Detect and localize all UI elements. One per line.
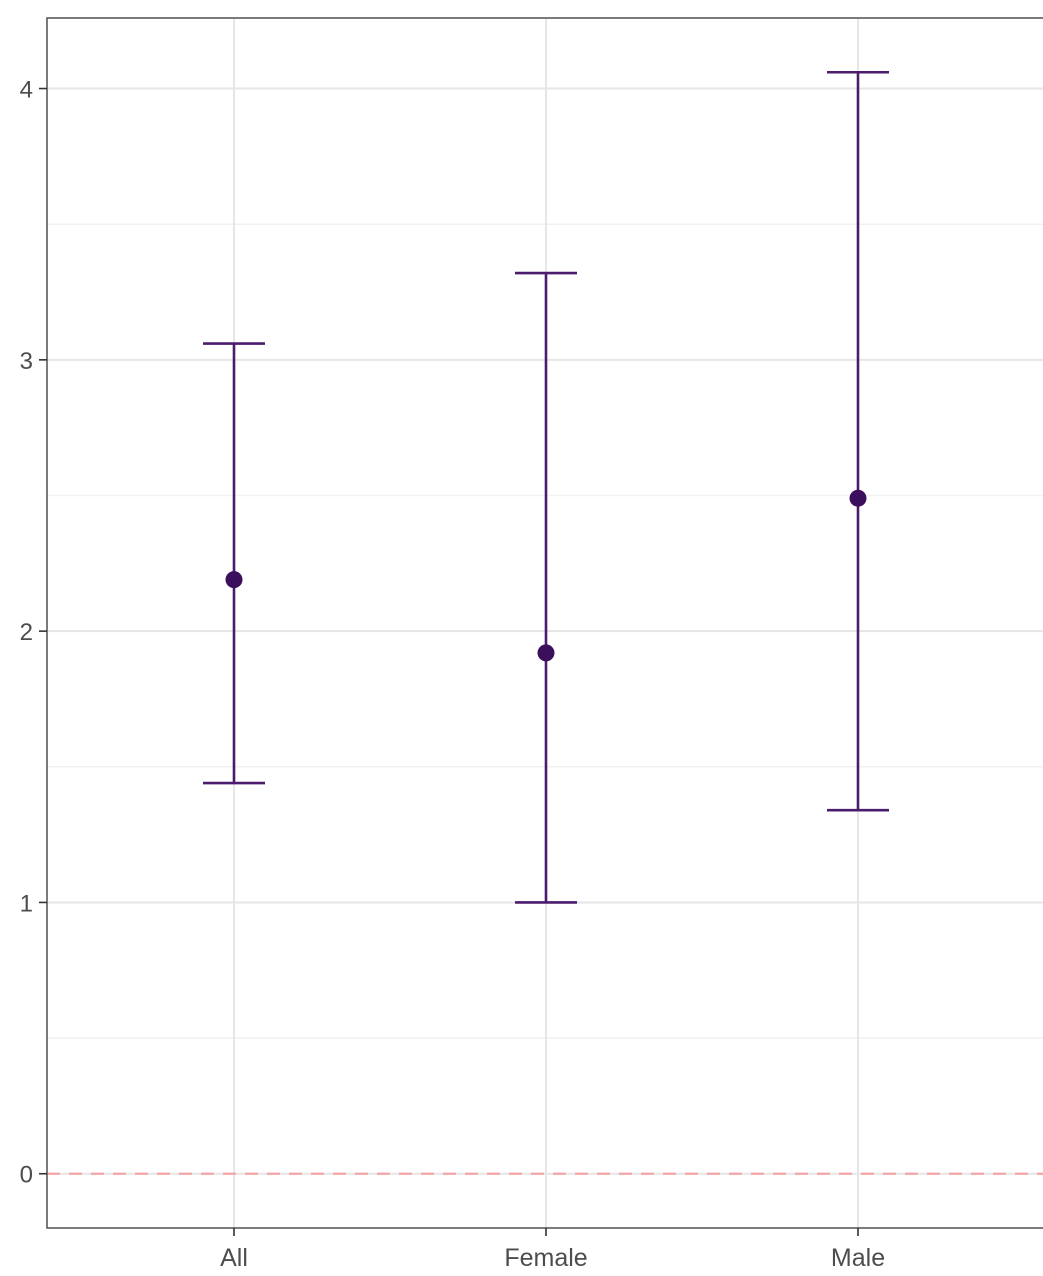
y-tick-label: 0 — [20, 1162, 33, 1189]
x-tick-label: Male — [831, 1244, 885, 1271]
errorbars-layer — [203, 70, 889, 904]
y-tick-label: 4 — [20, 77, 33, 104]
estimate-point — [849, 489, 867, 507]
axis-layer: 0 1 2 3 4 All Female Male — [20, 77, 885, 1272]
y-tick-label: 3 — [20, 348, 33, 375]
y-tick-label: 2 — [20, 619, 33, 646]
x-tick-label: Female — [504, 1244, 587, 1271]
y-tick-label: 1 — [20, 890, 33, 917]
estimate-point — [537, 644, 555, 662]
x-tick-label: All — [220, 1244, 248, 1271]
estimate-point — [225, 571, 243, 589]
points-layer — [225, 489, 867, 662]
panel-border — [46, 17, 1043, 1229]
